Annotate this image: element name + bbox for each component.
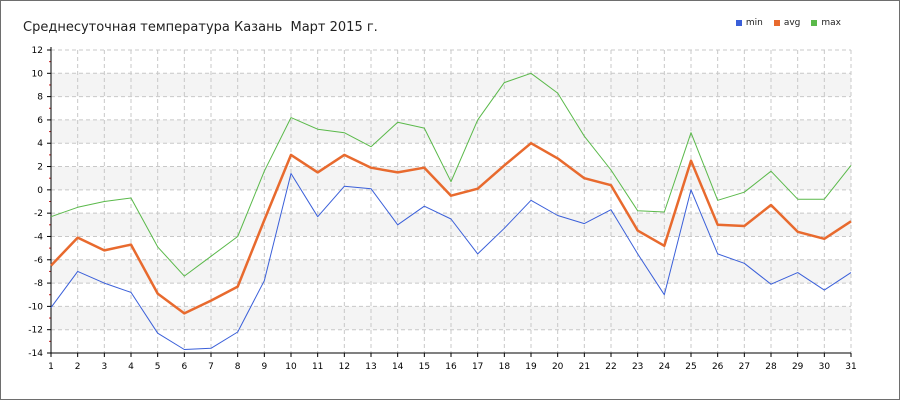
x-tick-label: 3	[101, 362, 107, 372]
legend-swatch-max	[811, 20, 818, 26]
x-tick-label: 16	[445, 362, 457, 372]
y-tick-label: 6	[37, 116, 43, 126]
y-tick-label: 10	[32, 69, 44, 79]
x-tick-label: 28	[765, 362, 777, 372]
x-tick-label: 9	[261, 362, 267, 372]
x-tick-label: 26	[712, 362, 724, 372]
y-tick-label: 4	[37, 139, 43, 149]
x-tick-label: 29	[792, 362, 804, 372]
legend-label-max: max	[821, 18, 841, 28]
x-tick-label: 4	[128, 362, 134, 372]
legend-item-max: max	[811, 18, 841, 28]
plot-band	[51, 119, 851, 144]
x-tick-label: 25	[685, 362, 696, 372]
plot-band	[51, 259, 851, 284]
legend: min avg max	[735, 17, 841, 29]
y-tick-label: -4	[34, 232, 43, 242]
legend-item-avg: avg	[773, 18, 801, 28]
x-tick-label: 21	[579, 362, 590, 372]
y-tick-label: -12	[28, 326, 43, 336]
x-tick-label: 20	[552, 362, 564, 372]
y-tick-label: -8	[34, 279, 43, 289]
x-tick-label: 6	[181, 362, 187, 372]
y-tick-label: 12	[32, 46, 43, 56]
x-tick-label: 14	[392, 362, 404, 372]
x-tick-label: 23	[632, 362, 643, 372]
x-tick-label: 19	[525, 362, 537, 372]
x-tick-label: 10	[285, 362, 297, 372]
series-line-min	[50, 173, 852, 350]
x-tick-label: 5	[155, 362, 161, 372]
x-tick-label: 12	[339, 362, 350, 372]
plot-band	[51, 213, 851, 237]
x-tick-label: 15	[419, 362, 430, 372]
y-tick-label: -2	[34, 209, 43, 219]
x-tick-label: 24	[659, 362, 671, 372]
x-tick-label: 11	[312, 362, 323, 372]
x-tick-label: 18	[499, 362, 511, 372]
x-tick-label: 2	[75, 362, 81, 372]
legend-swatch-min	[735, 20, 742, 26]
x-tick-label: 22	[605, 362, 616, 372]
series-line-max	[50, 72, 852, 277]
y-tick-label: 2	[37, 163, 43, 173]
y-tick-label: -10	[28, 302, 43, 312]
series-line-avg	[50, 141, 852, 315]
legend-swatch-avg	[773, 20, 780, 26]
x-tick-label: 27	[739, 362, 750, 372]
x-tick-label: 8	[235, 362, 241, 372]
x-tick-label: 31	[845, 362, 856, 372]
y-tick-label: 0	[37, 186, 43, 196]
y-tick-label: -6	[34, 256, 43, 266]
x-tick-label: 17	[472, 362, 483, 372]
x-tick-label: 30	[819, 362, 831, 372]
y-tick-label: 8	[37, 93, 43, 103]
x-tick-label: 13	[365, 362, 376, 372]
x-tick-label: 1	[48, 362, 54, 372]
y-tick-label: -14	[28, 349, 43, 359]
legend-label-avg: avg	[783, 18, 801, 28]
plot-band	[51, 73, 851, 97]
legend-label-min: min	[745, 18, 763, 28]
legend-item-min: min	[735, 18, 763, 28]
x-tick-label: 7	[208, 362, 214, 372]
chart-title: Среднесуточная температура Казань Март 2…	[23, 20, 378, 35]
